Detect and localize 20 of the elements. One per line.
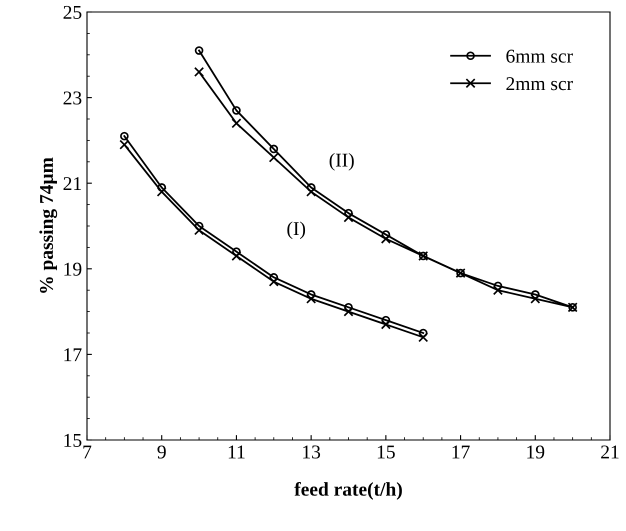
legend-label: 2mm scr	[506, 77, 573, 90]
y-tick-label: 19	[64, 262, 82, 276]
x-tick-label: 21	[601, 445, 619, 458]
x-tick-label: 19	[527, 445, 544, 459]
y-tick-label: 21	[64, 177, 81, 190]
legend-label: 6mm scr	[506, 50, 573, 63]
annotation: (II)	[330, 152, 354, 171]
y-tick-label: 15	[64, 434, 82, 447]
x-tick-label: 17	[452, 446, 470, 458]
x-tick-label: 9	[157, 445, 166, 459]
x-tick-label: 15	[378, 446, 395, 459]
y-tick-label: 25	[64, 6, 82, 19]
x-tick-label: 7	[83, 446, 92, 458]
x-axis-title: feed rate(t/h)	[294, 482, 402, 500]
annotation: (I)	[287, 221, 306, 240]
x-tick-label: 11	[228, 446, 245, 458]
x-tick-label: 13	[303, 445, 320, 459]
y-tick-label: 17	[64, 348, 82, 362]
y-tick-label: 23	[64, 91, 82, 105]
y-axis-title: % passing 74µm	[39, 158, 58, 293]
